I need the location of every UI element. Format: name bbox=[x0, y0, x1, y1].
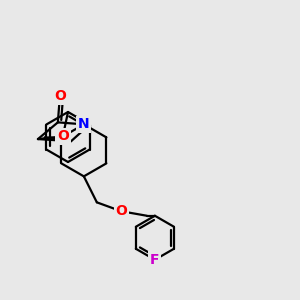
Text: O: O bbox=[116, 204, 127, 218]
Text: O: O bbox=[54, 89, 66, 103]
Text: N: N bbox=[78, 117, 90, 131]
Text: O: O bbox=[57, 130, 69, 143]
Text: F: F bbox=[150, 253, 160, 267]
